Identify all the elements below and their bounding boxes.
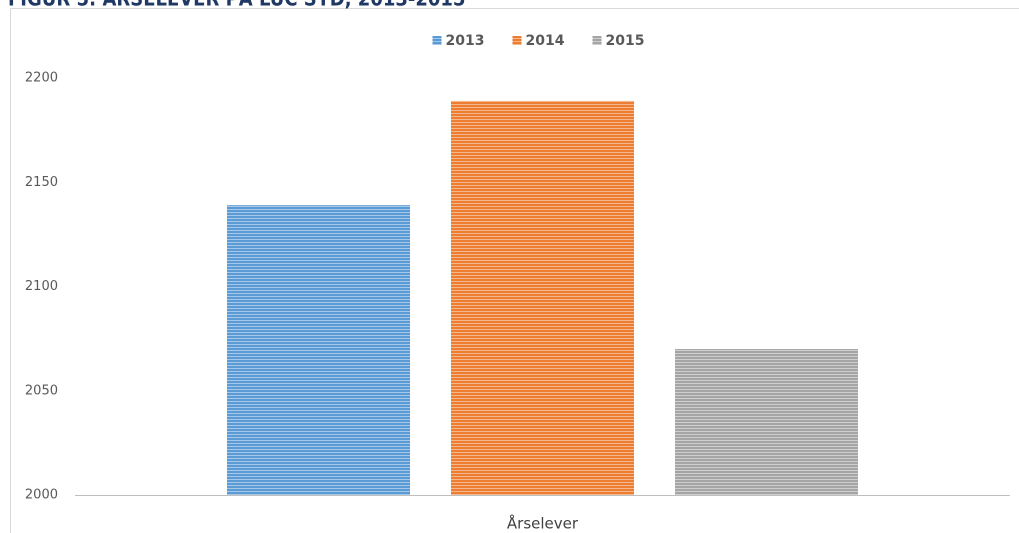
legend-swatch bbox=[432, 36, 442, 45]
y-tick-label: 2000 bbox=[25, 488, 58, 503]
legend-swatch bbox=[512, 36, 522, 45]
legend-label: 2015 bbox=[606, 33, 645, 49]
y-tick-label: 2050 bbox=[25, 383, 58, 398]
legend-swatch bbox=[592, 36, 602, 45]
bar bbox=[675, 349, 858, 495]
legend-label: 2014 bbox=[526, 33, 565, 49]
bar bbox=[451, 100, 634, 495]
chart-title: FIGUR 5: ÅRSELEVER PÅ LUC SYD, 2013-2015 bbox=[8, 0, 465, 11]
x-tick-label: Årselever bbox=[507, 514, 579, 533]
y-tick-label: 2100 bbox=[25, 279, 58, 294]
legend-label: 2013 bbox=[446, 33, 485, 49]
bar bbox=[227, 205, 410, 495]
y-tick-label: 2150 bbox=[25, 175, 58, 190]
y-tick-label: 2200 bbox=[25, 71, 58, 86]
